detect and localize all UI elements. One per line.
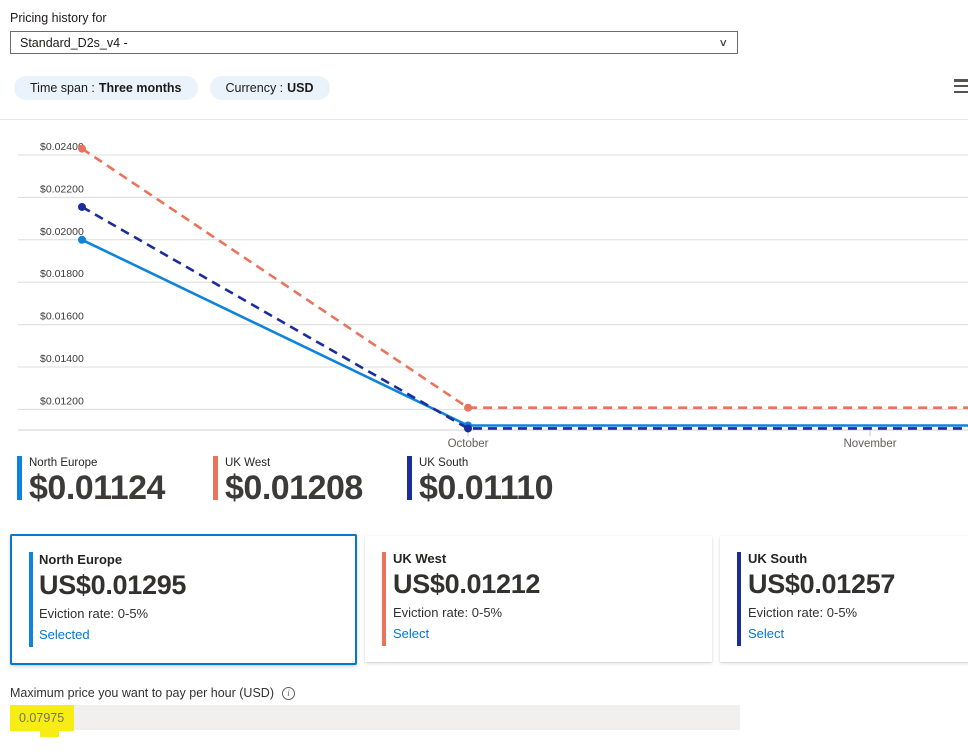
legend-swatch-uk-west: [213, 456, 218, 500]
info-icon[interactable]: i: [281, 686, 295, 700]
card-region-name: UK West: [393, 551, 447, 566]
data-point: [77, 144, 86, 153]
legend-swatch-north-europe: [17, 456, 22, 500]
region-card-north-europe[interactable]: North Europe US$0.01295 Eviction rate: 0…: [10, 534, 357, 665]
card-price: US$0.01295: [39, 570, 187, 600]
region-card-uk-west[interactable]: UK West US$0.01212 Eviction rate: 0-5% S…: [365, 536, 712, 662]
legend-item-uk-west: UK West $0.01208: [213, 456, 363, 505]
card-price: US$0.01212: [393, 569, 541, 599]
data-point: [464, 403, 473, 412]
hamburger-menu-icon[interactable]: [954, 79, 968, 95]
legend-value: $0.01110: [419, 469, 554, 507]
vm-size-dropdown-value: Standard_D2s_v4 -: [20, 35, 128, 50]
card-accent-bar: [382, 552, 386, 646]
chevron-down-icon: ∨: [718, 36, 728, 49]
pricing-history-chart: $0.02400 $0.02200 $0.02000 $0.01800 $0.01600…: [18, 141, 968, 450]
time-span-value: Three months: [98, 81, 182, 95]
page-title: Pricing history for: [10, 11, 107, 25]
x-axis-tick-label: October: [448, 438, 489, 450]
max-price-label: Maximum price you want to pay per hour (…: [10, 686, 274, 700]
legend-name: UK South: [419, 457, 469, 469]
time-span-label: Time span :: [30, 81, 95, 95]
legend-swatch-uk-south: [407, 456, 412, 500]
max-price-input[interactable]: 0.07975: [10, 705, 740, 737]
currency-label: Currency :: [225, 81, 284, 95]
card-accent-bar: [29, 552, 33, 647]
card-eviction-rate: Eviction rate: 0-5%: [39, 606, 149, 621]
card-region-name: North Europe: [39, 552, 123, 567]
card-eviction-rate: Eviction rate: 0-5%: [393, 605, 503, 620]
y-axis-tick-label: $0.02400: [40, 141, 84, 153]
y-axis-tick-label: $0.01400: [40, 353, 84, 365]
legend-item-north-europe: North Europe $0.01124: [17, 456, 165, 505]
card-eviction-rate: Eviction rate: 0-5%: [748, 605, 858, 620]
legend-name: North Europe: [29, 457, 98, 469]
time-span-filter[interactable]: Time span : Three months: [14, 76, 198, 100]
y-axis-tick-label: $0.01200: [40, 395, 84, 407]
filter-pills: Time span : Three months Currency : USD: [14, 76, 330, 100]
y-axis-tick-label: $0.02200: [40, 183, 84, 195]
legend-name: UK West: [225, 457, 271, 469]
y-axis-tick-label: $0.01800: [40, 268, 84, 280]
y-axis-tick-label: $0.01600: [40, 311, 84, 323]
max-price-value-highlighted: 0.07975: [10, 705, 75, 737]
header-divider: [0, 119, 968, 120]
y-axis-tick-label: $0.02000: [40, 226, 84, 238]
card-region-name: UK South: [748, 551, 808, 566]
data-point: [77, 202, 86, 211]
card-select-link[interactable]: Select: [748, 626, 785, 641]
data-point: [464, 424, 473, 433]
legend-value: $0.01208: [225, 469, 363, 507]
vm-size-dropdown[interactable]: Standard_D2s_v4 - ∨: [10, 31, 738, 54]
legend-item-uk-south: UK South $0.01110: [407, 456, 554, 507]
card-select-link[interactable]: Select: [393, 626, 430, 641]
region-card-uk-south[interactable]: UK South US$0.01257 Eviction rate: 0-5% …: [720, 536, 968, 662]
currency-filter[interactable]: Currency : USD: [209, 76, 330, 100]
series-line-uk-west: [81, 147, 968, 410]
legend-value: $0.01124: [29, 469, 165, 507]
card-price: US$0.01257: [748, 569, 896, 599]
series-line-north-europe: [81, 238, 968, 427]
x-axis-tick-label: November: [844, 438, 897, 450]
card-accent-bar: [737, 552, 741, 646]
currency-value: USD: [287, 81, 314, 95]
card-selected-link[interactable]: Selected: [39, 627, 90, 642]
data-point: [77, 235, 86, 244]
